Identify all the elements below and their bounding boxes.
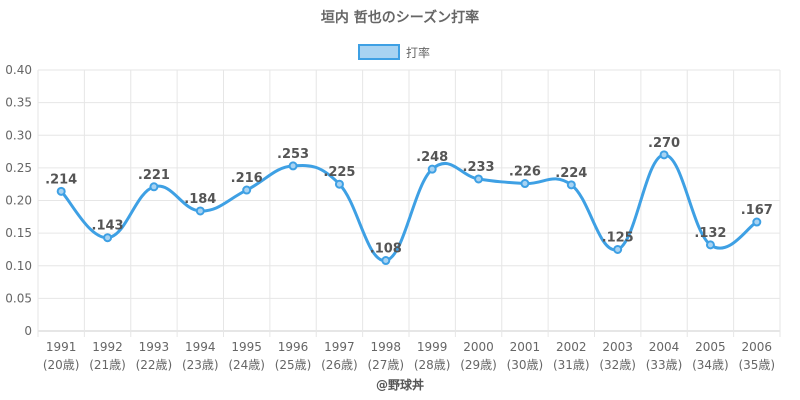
x-tick-label: 2002	[556, 340, 587, 354]
x-tick-label: 1996	[278, 340, 309, 354]
data-point[interactable]	[520, 179, 530, 189]
chart-title: 垣内 哲也のシーズン打率	[321, 9, 479, 26]
y-tick-label: 0.20	[5, 194, 32, 208]
data-label: .214	[45, 172, 77, 187]
x-tick-sublabel: (32歳)	[599, 358, 636, 372]
data-label: .253	[277, 147, 309, 162]
y-axis: 0 0.05 0.10 0.15 0.20 0.25 0.30 0.35 0.40	[5, 63, 32, 338]
x-tick-label: 1999	[417, 340, 448, 354]
data-point[interactable]	[752, 217, 762, 227]
x-tick-sublabel: (29歳)	[460, 358, 497, 372]
data-point[interactable]	[195, 206, 205, 216]
x-tick-sublabel: (27歳)	[367, 358, 404, 372]
data-label: .108	[370, 242, 402, 257]
y-tick-label: 0.10	[5, 259, 32, 273]
y-tick-label: 0.15	[5, 226, 32, 240]
legend[interactable]: 打率	[358, 44, 430, 60]
x-tick-label: 2001	[510, 340, 541, 354]
y-tick-label: 0.05	[5, 291, 32, 305]
data-label: .143	[92, 219, 124, 234]
data-label: .216	[231, 171, 263, 186]
data-label: .184	[184, 192, 216, 207]
x-tick-sublabel: (30歳)	[507, 358, 544, 372]
y-tick-label: 0	[24, 324, 32, 338]
x-tick-label: 2005	[695, 340, 726, 354]
data-point[interactable]	[474, 174, 484, 184]
series-batting-average	[56, 150, 762, 266]
x-tick-sublabel: (21歳)	[89, 358, 126, 372]
data-label: .221	[138, 168, 170, 183]
data-point[interactable]	[705, 240, 715, 250]
data-label: .233	[463, 160, 495, 175]
data-point[interactable]	[381, 256, 391, 266]
data-point[interactable]	[56, 186, 66, 196]
data-label: .226	[509, 165, 541, 180]
data-label: .125	[602, 230, 634, 245]
x-tick-sublabel: (24歳)	[228, 358, 265, 372]
x-tick-label: 1991	[46, 340, 77, 354]
x-tick-label: 1992	[92, 340, 123, 354]
x-tick-label: 2003	[602, 340, 633, 354]
y-tick-label: 0.30	[5, 128, 32, 142]
data-point[interactable]	[659, 150, 669, 160]
x-tick-label: 2000	[463, 340, 494, 354]
x-tick-sublabel: (22歳)	[136, 358, 173, 372]
data-point[interactable]	[103, 233, 113, 243]
x-tick-sublabel: (20歳)	[43, 358, 80, 372]
credit-text: @野球丼	[376, 377, 424, 392]
x-tick-sublabel: (31歳)	[553, 358, 590, 372]
x-tick-label: 2004	[649, 340, 680, 354]
x-tick-sublabel: (33歳)	[646, 358, 683, 372]
legend-swatch	[358, 44, 400, 60]
data-point[interactable]	[334, 179, 344, 189]
x-tick-label: 1993	[139, 340, 170, 354]
x-tick-sublabel: (26歳)	[321, 358, 358, 372]
x-tick-label: 1998	[371, 340, 402, 354]
x-tick-sublabel: (35歳)	[738, 358, 775, 372]
data-label: .132	[694, 226, 726, 241]
data-point[interactable]	[288, 161, 298, 171]
x-tick-sublabel: (23歳)	[182, 358, 219, 372]
y-tick-label: 0.40	[5, 63, 32, 77]
x-axis: 1991 (20歳) 1992 (21歳) 1993 (22歳) 1994 (23歳) 1995…	[43, 340, 775, 372]
data-label: .167	[741, 203, 773, 218]
x-tick-sublabel: (25歳)	[275, 358, 312, 372]
x-tick-sublabel: (28歳)	[414, 358, 451, 372]
data-point[interactable]	[149, 182, 159, 192]
grid	[37, 69, 781, 337]
data-label: .225	[323, 165, 355, 180]
x-tick-label: 1995	[231, 340, 262, 354]
legend-label: 打率	[406, 45, 430, 60]
y-tick-label: 0.35	[5, 96, 32, 110]
y-tick-label: 0.25	[5, 161, 32, 175]
data-point[interactable]	[242, 185, 252, 195]
data-label: .224	[555, 166, 587, 181]
x-tick-label: 2006	[742, 340, 773, 354]
data-point[interactable]	[427, 164, 437, 174]
data-label: .248	[416, 150, 448, 165]
data-labels: .214 .143 .221 .184 .216 .253 .225 .108 .248 .233…	[45, 136, 773, 257]
x-tick-label: 1997	[324, 340, 355, 354]
x-tick-label: 1994	[185, 340, 216, 354]
data-label: .270	[648, 136, 680, 151]
data-point[interactable]	[566, 180, 576, 190]
x-tick-sublabel: (34歳)	[692, 358, 729, 372]
series-line	[60, 153, 758, 263]
data-point[interactable]	[613, 244, 623, 254]
